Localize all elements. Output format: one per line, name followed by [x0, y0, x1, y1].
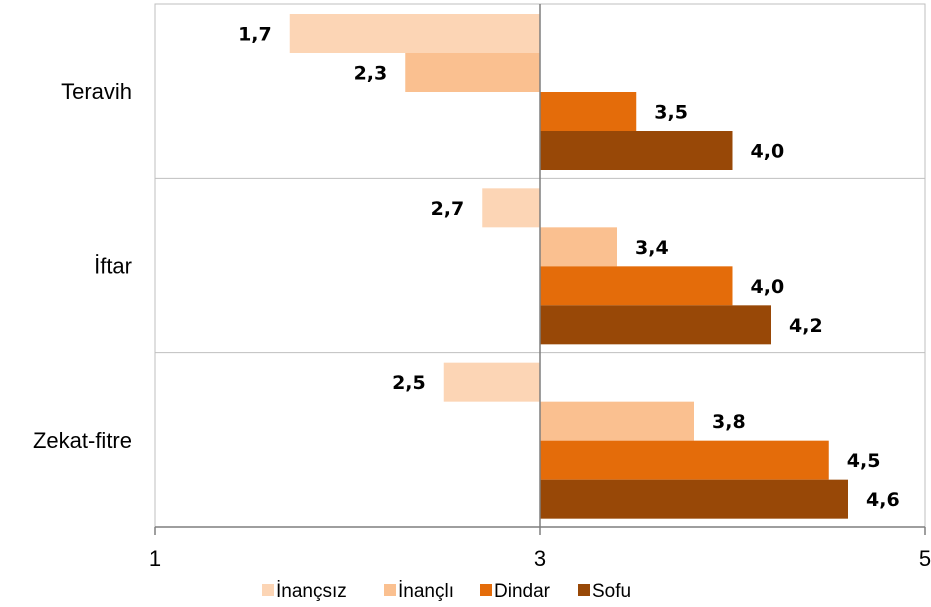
bar-sofu-1: [540, 131, 733, 170]
legend-swatch-dindar: [480, 584, 492, 596]
bar-i̇nançlı-2: [540, 227, 617, 267]
data-label: 2,3: [354, 63, 388, 85]
bar-i̇nançsız-2: [482, 188, 540, 228]
category-label: Teravih: [61, 79, 132, 104]
data-label: 1,7: [238, 24, 272, 46]
data-label: 4,6: [866, 489, 900, 511]
data-label: 3,8: [712, 411, 746, 433]
bar-i̇nançsız-3: [443, 362, 540, 402]
legend-swatch-sofu: [578, 584, 590, 596]
legend: İnançsız İnançlı Dindar Sofu: [262, 581, 631, 602]
bar-sofu-2: [540, 305, 771, 345]
data-label: 2,7: [431, 198, 465, 220]
bar-dindar-2: [540, 266, 733, 306]
x-tick-label: 5: [919, 546, 931, 571]
bar-sofu-3: [540, 479, 848, 519]
bar-i̇nançlı-1: [405, 53, 540, 92]
axes: 1 3 5: [149, 4, 931, 571]
bar-dindar-1: [540, 92, 637, 131]
legend-label: Dindar: [494, 581, 551, 602]
bar-dindar-3: [540, 440, 829, 480]
data-label: 4,0: [751, 276, 785, 298]
legend-label: İnançsız: [276, 581, 347, 602]
x-tick-label: 3: [534, 546, 546, 571]
data-labels: 1,72,33,54,0Teravih2,73,44,04,2İftar2,53…: [33, 24, 900, 512]
data-label: 4,2: [789, 315, 823, 337]
bar-i̇nançlı-3: [540, 401, 694, 441]
legend-label: Sofu: [592, 581, 631, 602]
data-label: 3,5: [654, 102, 688, 124]
x-tick-label: 1: [149, 546, 161, 571]
legend-label: İnançlı: [398, 581, 454, 602]
category-label: İftar: [94, 254, 132, 279]
data-label: 4,0: [751, 141, 785, 163]
bar-i̇nançsız-1: [289, 14, 540, 53]
legend-swatch-i̇nançsız: [262, 584, 274, 596]
data-label: 2,5: [392, 372, 426, 394]
data-label: 3,4: [635, 237, 669, 259]
legend-swatch-i̇nançlı: [384, 584, 396, 596]
data-label: 4,5: [847, 450, 881, 472]
category-label: Zekat-fitre: [33, 428, 132, 453]
bars: [289, 14, 848, 519]
